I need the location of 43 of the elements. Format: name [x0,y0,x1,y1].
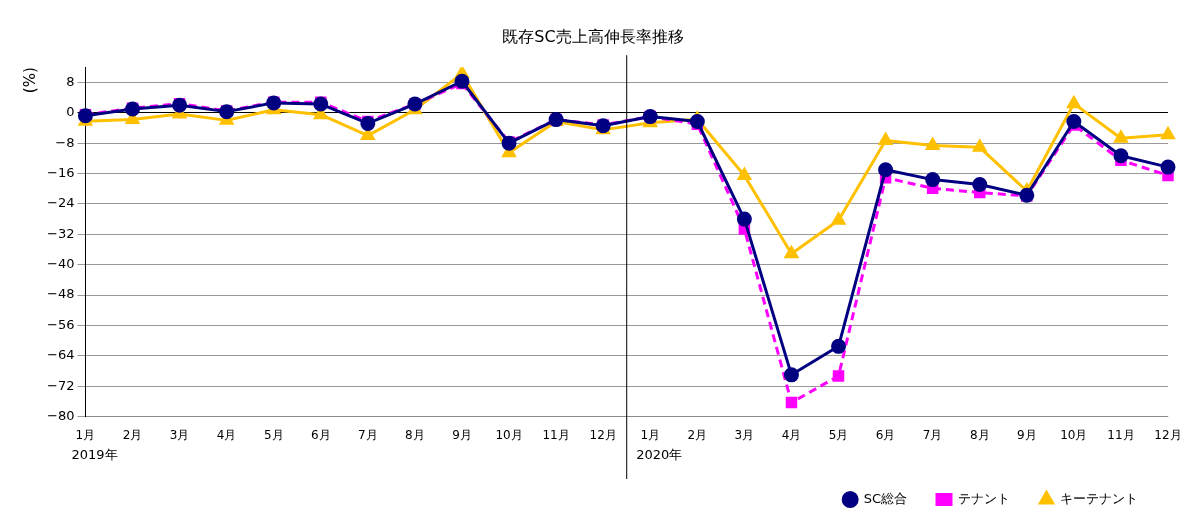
x-tick-label: 10月 [1060,427,1088,442]
y-tick-label: −64 [47,347,75,363]
y-tick-label: −32 [47,225,75,241]
y-tick-label: 8 [66,73,75,89]
y-tick-label: −16 [47,164,75,180]
x-tick-label: 1月 [640,427,661,442]
x-tick-label: 1月 [75,427,96,442]
x-tick-label: 11月 [542,427,570,442]
chart-title: 既存SC売上高伸長率推移 [502,26,684,46]
y-tick-label: −72 [47,377,75,393]
y-tick-label: 0 [66,104,75,120]
y-tick-label: −48 [47,286,75,302]
legend-label: SC総合 [863,490,908,506]
x-tick-label: 3月 [169,427,190,442]
x-tick-label: 3月 [734,427,755,442]
y-tick-label: −8 [55,134,75,150]
y-tick-label: −56 [47,316,75,332]
x-tick-label: 12月 [1154,427,1182,442]
legend-label: テナント [957,490,1010,506]
x-tick-label: 11月 [1107,427,1135,442]
x-tick-label: 8月 [405,427,425,442]
x-tick-label: 7月 [358,427,378,442]
x-tick-label: 4月 [216,427,237,442]
x-tick-label: 10月 [495,427,523,442]
x-tick-label: 6月 [310,427,331,442]
text: 2019年 [71,446,118,462]
x-tick-label: 5月 [263,427,284,442]
y-tick-label: −80 [47,407,75,423]
x-tick-label: 8月 [969,427,990,442]
x-tick-label: 4月 [781,427,802,442]
x-tick-label: 2月 [122,427,143,442]
x-tick-label: 5月 [828,427,849,442]
y-tick-label: −40 [47,256,75,272]
legend-label: キーテナント [1060,490,1138,506]
x-tick-label: 9月 [452,427,472,442]
text: 2020年 [636,446,683,462]
y-tick-label: −24 [47,195,75,211]
x-tick-label: 7月 [922,427,943,442]
x-tick-label: 9月 [1016,427,1037,442]
x-tick-label: 12月 [589,427,617,442]
x-tick-label: 2月 [687,427,708,442]
y-axis-title: (%) [20,67,39,94]
x-tick-label: 6月 [875,427,896,442]
